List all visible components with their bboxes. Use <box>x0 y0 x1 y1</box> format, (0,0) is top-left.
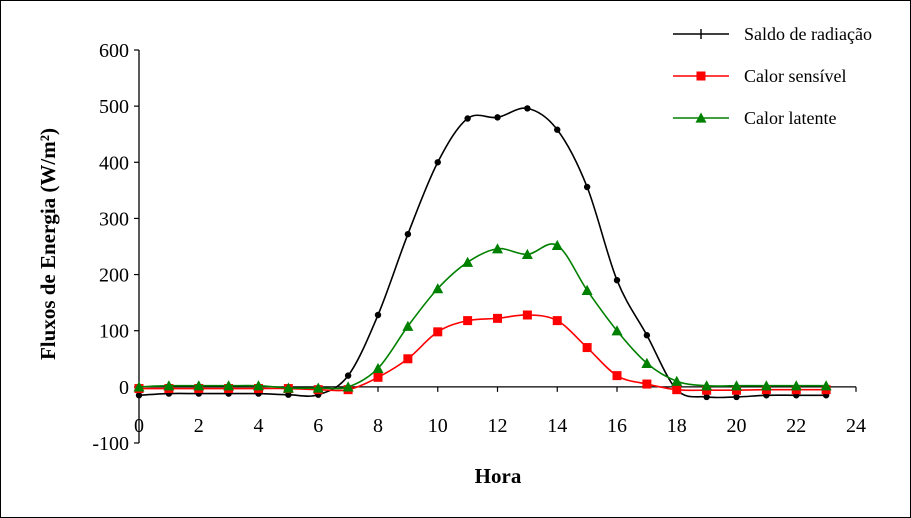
data-point <box>581 284 593 295</box>
data-point <box>404 230 412 238</box>
data-point <box>613 276 621 284</box>
legend-marker <box>696 71 706 81</box>
data-point <box>671 375 683 386</box>
x-tick-label: 10 <box>428 415 448 437</box>
series-line <box>138 243 827 390</box>
y-tick-label: 600 <box>99 40 129 62</box>
data-point <box>493 313 502 323</box>
y-tick-label: 300 <box>99 208 129 230</box>
series-2 <box>133 239 832 393</box>
x-tick-label: 0 <box>134 415 144 437</box>
y-tick-label: 0 <box>119 377 129 399</box>
data-point <box>522 310 532 320</box>
data-point <box>285 391 292 398</box>
data-point <box>434 159 441 166</box>
x-tick-label: 22 <box>786 415 806 437</box>
data-point <box>641 357 653 368</box>
data-point <box>462 256 474 267</box>
x-tick-label: 12 <box>488 415 508 437</box>
data-point <box>790 380 802 391</box>
data-point <box>193 380 205 391</box>
data-point <box>133 381 145 392</box>
data-point <box>373 372 383 382</box>
data-point <box>223 380 235 391</box>
y-tick-label: 400 <box>99 152 129 174</box>
data-point <box>582 343 592 353</box>
data-point <box>643 332 651 339</box>
x-tick-label: 18 <box>667 415 687 437</box>
data-point <box>760 380 772 391</box>
data-point <box>463 316 473 326</box>
data-point <box>701 380 713 391</box>
data-point <box>554 126 561 133</box>
legend-label: Calor latente <box>744 108 836 128</box>
data-point <box>733 393 740 401</box>
data-point <box>403 354 413 364</box>
legend: Saldo de radiação Calor sensível Calor lat… <box>673 24 872 128</box>
data-point <box>372 362 384 374</box>
data-point <box>731 380 742 391</box>
x-tick-label: 4 <box>254 415 264 437</box>
x-tick-label: 16 <box>607 415 627 437</box>
data-point <box>433 327 443 337</box>
y-axis-title: Fluxos de Energia (W/m²) <box>36 128 60 360</box>
x-tick-label: 20 <box>727 415 747 437</box>
legend-marker <box>695 112 707 123</box>
data-point <box>521 248 533 260</box>
legend-label: Calor sensível <box>744 66 846 86</box>
data-point <box>342 381 354 392</box>
data-point <box>464 115 471 122</box>
y-tick-label: 100 <box>99 321 129 343</box>
data-point <box>612 371 622 381</box>
legend-label: Saldo de radiação <box>744 24 872 44</box>
data-point <box>312 382 324 393</box>
data-point <box>551 239 563 251</box>
x-axis-title: Hora <box>475 464 522 488</box>
data-point <box>432 283 444 294</box>
x-tick-label: 14 <box>547 415 567 437</box>
data-point <box>642 379 652 389</box>
data-point <box>672 385 682 395</box>
data-point <box>703 393 710 401</box>
data-point <box>282 382 294 393</box>
data-point <box>820 380 832 391</box>
data-point <box>135 392 143 399</box>
x-tick-label: 24 <box>846 415 866 437</box>
data-point <box>552 316 562 326</box>
data-point <box>402 320 414 331</box>
x-tick-label: 2 <box>194 415 204 437</box>
series-0 <box>135 105 830 401</box>
x-tick-label: 6 <box>313 415 323 437</box>
x-tick-label: 8 <box>373 415 383 437</box>
series-layer <box>133 105 832 401</box>
data-point <box>374 311 382 319</box>
data-point <box>611 325 623 336</box>
data-point <box>524 105 531 112</box>
data-point <box>583 183 591 191</box>
series-1 <box>134 310 831 395</box>
data-point <box>492 243 503 254</box>
data-point <box>253 380 264 391</box>
y-tick-label: -100 <box>92 433 129 455</box>
series-line <box>139 314 827 392</box>
y-tick-label: 200 <box>99 265 129 287</box>
data-point <box>494 114 501 121</box>
data-point <box>344 372 352 379</box>
y-tick-label: 500 <box>99 96 129 118</box>
data-point <box>163 380 175 391</box>
